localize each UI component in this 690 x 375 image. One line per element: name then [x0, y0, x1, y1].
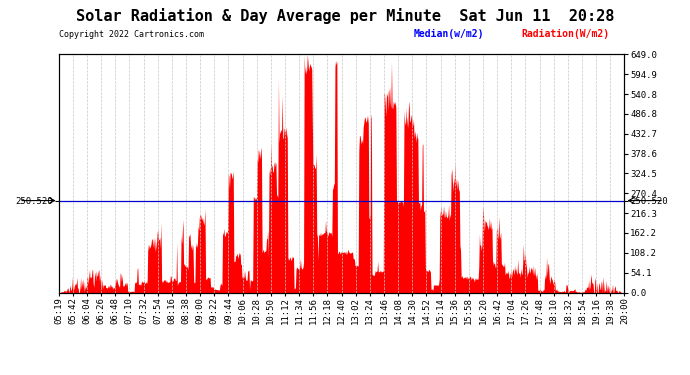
Text: Solar Radiation & Day Average per Minute  Sat Jun 11  20:28: Solar Radiation & Day Average per Minute…: [76, 8, 614, 24]
Text: Copyright 2022 Cartronics.com: Copyright 2022 Cartronics.com: [59, 30, 204, 39]
Text: Median(w/m2): Median(w/m2): [414, 29, 484, 39]
Text: Radiation(W/m2): Radiation(W/m2): [521, 29, 609, 39]
